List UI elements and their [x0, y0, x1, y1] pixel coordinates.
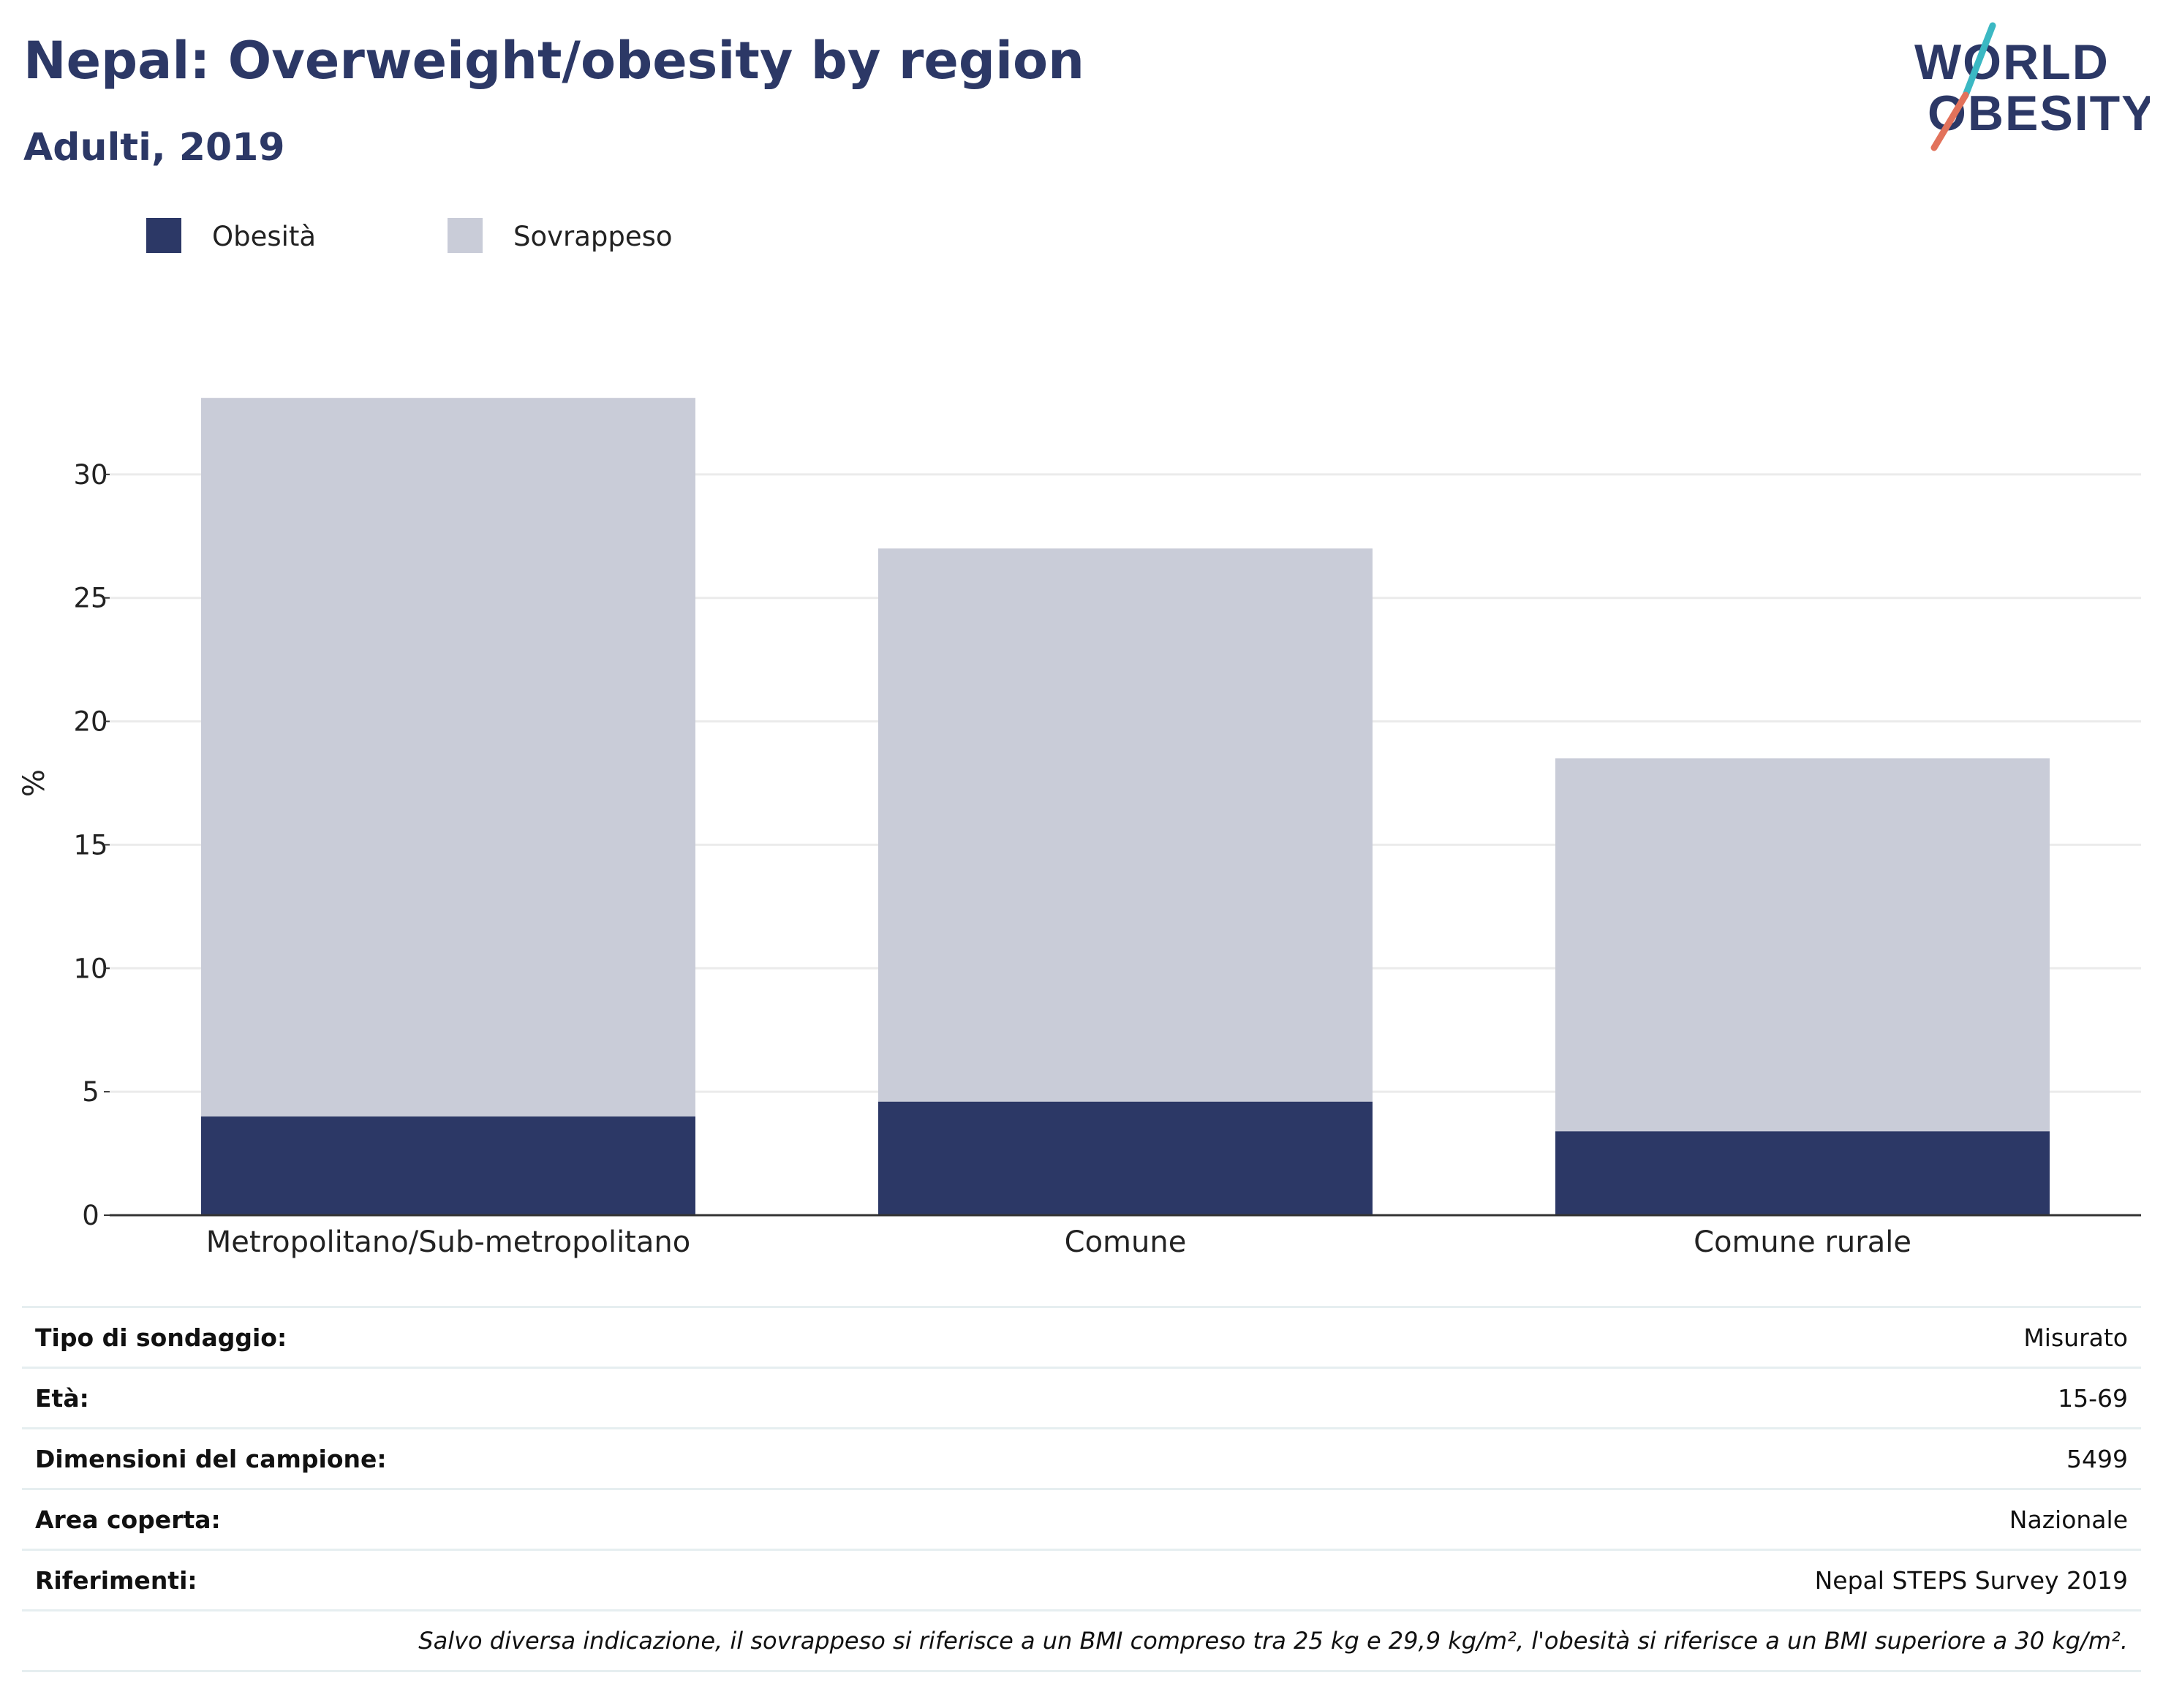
area-covered-label: Area coperta: [35, 1505, 221, 1534]
bar-chart: 0 5 10 15 20 25 30 Metropolitano/Sub-metropoli… [18, 398, 2141, 1259]
sample-size-label: Dimensioni del campione: [35, 1444, 387, 1473]
survey-type-label: Tipo di sondaggio: [35, 1323, 287, 1352]
x-axis-ticks: Metropolitano/Sub-metropolitano Comune Com… [206, 1225, 1911, 1259]
area-covered-value: Nazionale [2009, 1505, 2128, 1534]
logo-slash-bottom [1930, 91, 1969, 151]
y-tick-label: 10 [73, 953, 107, 984]
bar-sovrappeso[interactable] [878, 548, 1373, 1102]
x-tick-label: Comune rurale [1694, 1225, 1911, 1259]
survey-type-value: Misurato [2023, 1323, 2128, 1352]
table-row: Tipo di sondaggio: Misurato [22, 1307, 2141, 1368]
y-tick-label: 0 [82, 1200, 99, 1231]
sample-size-value: 5499 [2066, 1444, 2128, 1473]
y-axis-ticks: 0 5 10 15 20 25 30 [73, 459, 110, 1231]
table-row: Area coperta: Nazionale [22, 1489, 2141, 1550]
y-tick-label: 15 [73, 829, 107, 861]
bar-sovrappeso[interactable] [1555, 758, 2050, 1132]
y-tick-label: 5 [82, 1076, 99, 1108]
age-label: Età: [35, 1383, 89, 1413]
x-tick-label: Comune [1065, 1225, 1187, 1259]
legend-swatch-obesita [146, 218, 181, 253]
chart-subtitle: Adulti, 2019 [23, 126, 285, 170]
y-tick-label: 20 [73, 706, 107, 738]
logo-slash-top [1962, 22, 1996, 99]
y-axis-label: % [18, 769, 51, 797]
references-value: Nepal STEPS Survey 2019 [1814, 1565, 2128, 1595]
legend-label-obesita: Obesità [212, 221, 317, 252]
bars [201, 398, 2050, 1215]
world-obesity-logo: WORLD OBESITY [1914, 22, 2150, 151]
logo-text-obesity: OBESITY [1928, 86, 2150, 141]
table-row: Riferimenti: Nepal STEPS Survey 2019 [22, 1549, 2141, 1611]
bar-sovrappeso[interactable] [201, 398, 695, 1116]
x-tick-label: Metropolitano/Sub-metropolitano [206, 1225, 690, 1259]
table-row: Dimensioni del campione: 5499 [22, 1428, 2141, 1489]
bar-obesita[interactable] [201, 1116, 695, 1215]
table-row: Età: 15-69 [22, 1367, 2141, 1429]
table-row: Salvo diversa indicazione, il sovrappeso… [22, 1610, 2141, 1671]
bar-obesita[interactable] [1555, 1131, 2050, 1215]
bar-obesita[interactable] [878, 1101, 1373, 1215]
survey-info-table: Tipo di sondaggio: Misurato Età: 15-69 D… [22, 1306, 2141, 1672]
bmi-definition-note: Salvo diversa indicazione, il sovrappeso… [418, 1627, 2128, 1655]
legend-swatch-sovrappeso [448, 218, 483, 253]
y-tick-label: 25 [73, 583, 107, 614]
age-value: 15-69 [2058, 1383, 2128, 1413]
references-label: Riferimenti: [35, 1565, 197, 1595]
logo-text-world: WORLD [1914, 34, 2110, 90]
y-tick-label: 30 [73, 459, 107, 491]
legend-label-sovrappeso: Sovrappeso [513, 221, 673, 252]
chart-title: Nepal: Overweight/obesity by region [23, 31, 1084, 91]
